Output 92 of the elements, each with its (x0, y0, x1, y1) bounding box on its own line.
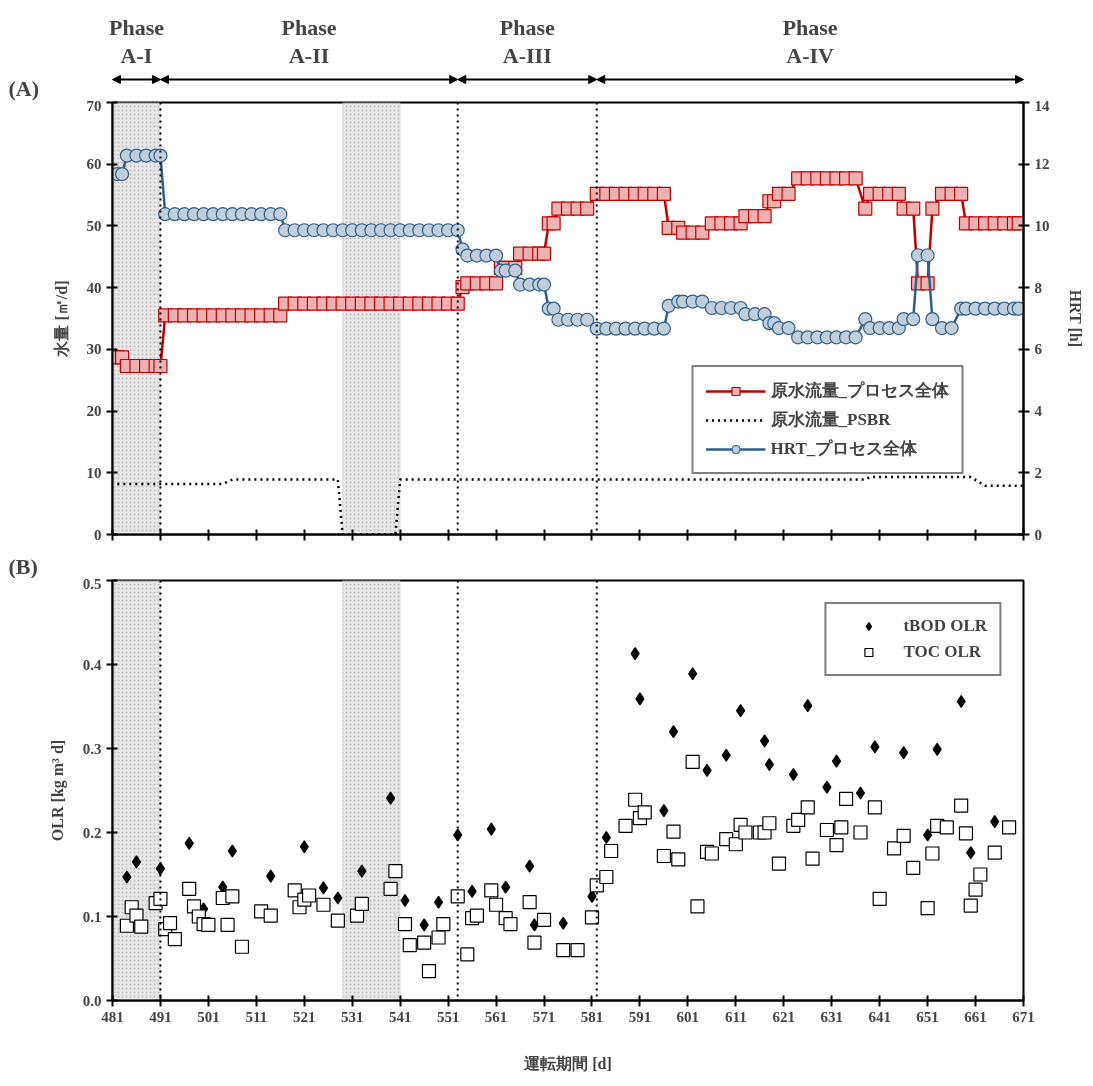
text: Phase A-I (108, 15, 165, 68)
y-tick-label: 0.1 (82, 908, 102, 925)
point (419, 918, 429, 932)
point (923, 828, 933, 842)
text: Phase A-II (281, 15, 337, 68)
point (299, 840, 309, 854)
x-tick-label: 581 (580, 1008, 604, 1025)
point (529, 918, 540, 932)
point (333, 891, 343, 905)
chart-title: (A) (8, 76, 40, 101)
chart-title: (B) (8, 554, 38, 579)
y-tick-label: 0.3 (82, 740, 102, 757)
y-tick-label: 0 (94, 526, 102, 543)
x-tick-label: 621 (772, 1008, 796, 1025)
point (525, 859, 535, 873)
point (357, 864, 367, 878)
x-tick-label: 611 (724, 1008, 747, 1025)
point (501, 880, 511, 894)
x-tick-label: 521 (293, 1008, 316, 1025)
x-tick-label: 481 (101, 1008, 124, 1025)
point (227, 844, 237, 858)
y-tick-label: 20 (86, 403, 102, 420)
point (635, 692, 645, 706)
point (122, 870, 132, 884)
legend-label: 原水流量_PSBR (770, 409, 891, 431)
point (558, 916, 568, 930)
y-tick-label: 30 (86, 341, 102, 358)
point (966, 846, 976, 860)
y-tick-label: 0.2 (82, 824, 102, 841)
y-tick-label: 60 (86, 156, 102, 173)
y-tick-label: 0.0 (82, 992, 102, 1009)
y2-tick-label: 0 (1034, 526, 1042, 543)
point (831, 754, 842, 768)
y2-tick-label: 12 (1034, 156, 1050, 173)
x-tick-label: 501 (197, 1008, 220, 1025)
point (486, 822, 496, 836)
x-tick-label: 591 (628, 1008, 652, 1025)
x-tick-label: 561 (484, 1008, 508, 1025)
point (155, 862, 166, 876)
point (467, 884, 477, 898)
text: Phase A-III (499, 15, 555, 68)
x-tick-label: 531 (340, 1008, 364, 1025)
legend-label: TOC OLR (903, 642, 982, 662)
y2-axis-title: HRT [h] (1066, 289, 1084, 348)
legend-label: tBOD OLR (903, 616, 987, 636)
x-tick-label: 641 (868, 1008, 891, 1025)
point (266, 869, 276, 883)
legend-label: HRT_プロセス全体 (770, 438, 918, 460)
x-tick-label: 601 (676, 1008, 700, 1025)
y2-tick-label: 2 (1034, 464, 1042, 481)
y-tick-label: 70 (86, 97, 102, 114)
point (668, 725, 679, 739)
y-axis-title: OLR [kg m³ d] (48, 739, 67, 842)
point (822, 780, 832, 794)
y2-tick-label: 4 (1034, 403, 1043, 420)
y-tick-label: 0.5 (82, 575, 102, 592)
x-tick-label: 651 (916, 1008, 939, 1025)
x-tick-label: 491 (149, 1008, 172, 1025)
y-tick-label: 0.4 (82, 656, 102, 673)
x-tick-label: 541 (388, 1008, 412, 1025)
y-axis-title: 水量 [㎥/d] (52, 280, 70, 358)
point (899, 746, 909, 760)
point (688, 667, 698, 681)
point (131, 855, 142, 869)
point (721, 748, 731, 762)
x-tick-label: 631 (820, 1008, 843, 1025)
point (736, 704, 746, 718)
text: Phase A-IV (782, 15, 838, 68)
x-tick-label: 671 (1012, 1008, 1035, 1025)
y-tick-label: 50 (86, 217, 102, 234)
point (659, 804, 669, 818)
point (803, 699, 813, 713)
point (702, 763, 712, 777)
point (318, 881, 329, 895)
x-axis-title: 運転期間 [d] (523, 1054, 612, 1072)
y2-tick-label: 6 (1034, 341, 1043, 358)
point (385, 791, 396, 805)
y-tick-label: 10 (86, 464, 102, 481)
x-tick-label: 511 (245, 1008, 268, 1025)
y2-tick-label: 10 (1034, 217, 1050, 234)
point (759, 734, 770, 748)
point (870, 740, 880, 754)
x-tick-label: 551 (436, 1008, 460, 1025)
point (433, 895, 444, 909)
y2-tick-label: 14 (1034, 97, 1050, 114)
x-tick-label: 571 (532, 1008, 556, 1025)
point (932, 742, 942, 756)
legend-label: 原水流量_プロセス全体 (770, 380, 949, 402)
point (855, 786, 866, 800)
y-tick-label: 40 (86, 279, 102, 296)
x-tick-label: 661 (964, 1008, 987, 1025)
y2-tick-label: 8 (1034, 279, 1042, 296)
